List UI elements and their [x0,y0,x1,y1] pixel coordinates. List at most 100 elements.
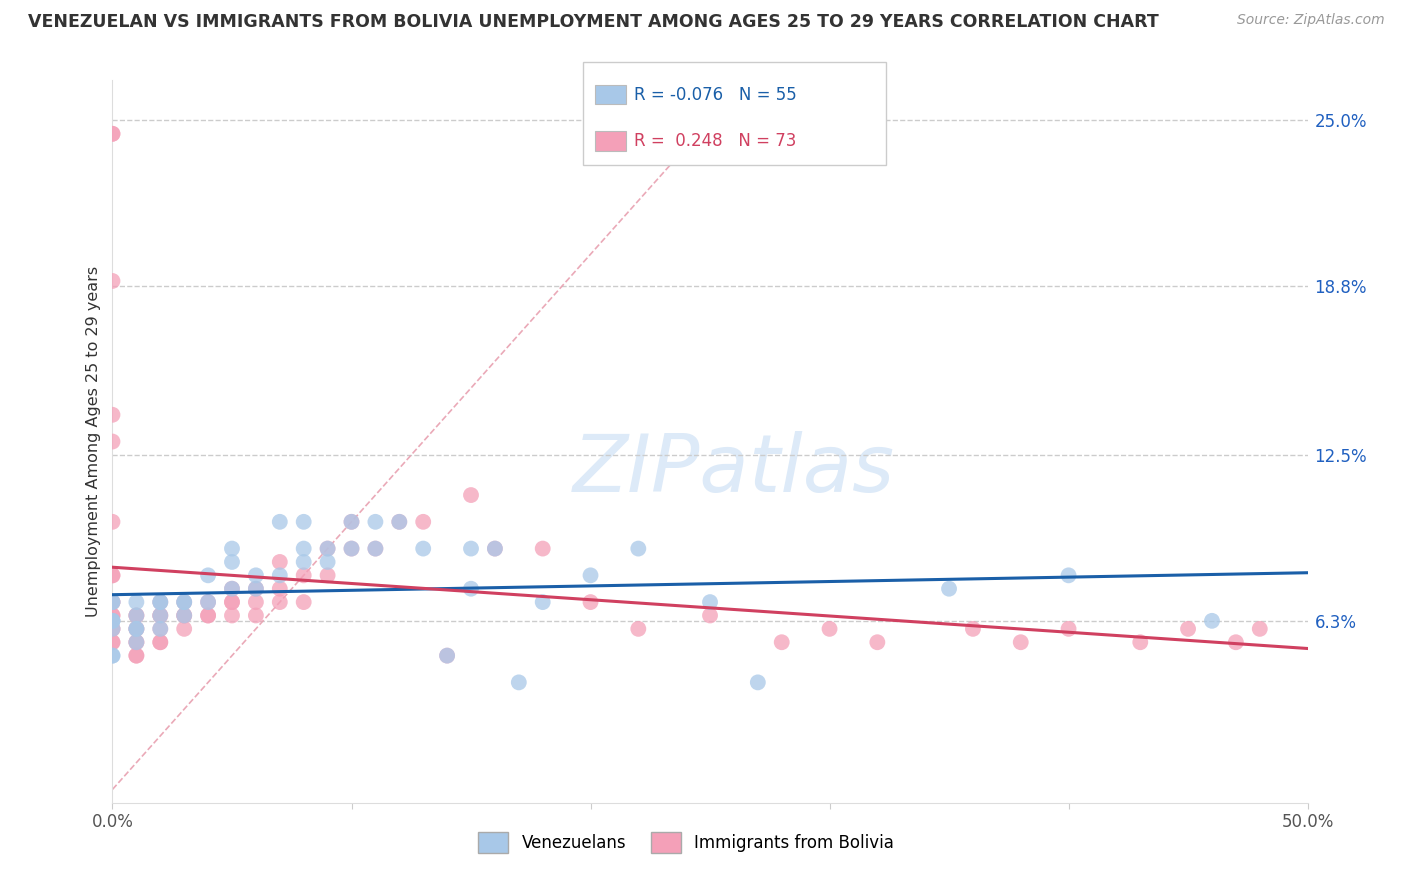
Text: Source: ZipAtlas.com: Source: ZipAtlas.com [1237,13,1385,28]
Point [364,541,387,556]
Point [149,608,172,623]
Point [149,595,172,609]
Point [460,541,482,556]
Point [962,622,984,636]
Point [101,127,124,141]
Point [938,582,960,596]
Point [699,608,721,623]
Point [149,622,172,636]
Point [125,635,148,649]
Point [173,608,195,623]
Point [221,541,243,556]
Point [245,582,267,596]
Point [340,541,363,556]
Point [101,622,124,636]
Point [101,608,124,623]
Point [364,541,387,556]
Point [173,608,195,623]
Point [292,515,315,529]
Point [316,541,339,556]
Point [125,635,148,649]
Point [269,582,291,596]
Point [292,541,315,556]
Point [149,622,172,636]
Point [125,608,148,623]
Point [747,675,769,690]
Point [292,568,315,582]
Point [245,608,267,623]
Point [101,595,124,609]
Point [125,622,148,636]
Point [460,488,482,502]
Point [125,608,148,623]
Point [221,555,243,569]
Point [1201,614,1223,628]
Point [125,622,148,636]
Point [101,408,124,422]
Point [364,515,387,529]
Point [197,595,219,609]
Point [149,635,172,649]
Point [245,568,267,582]
Point [579,595,602,609]
Point [627,622,650,636]
Point [173,622,195,636]
Point [149,595,172,609]
Point [197,568,219,582]
Point [101,568,124,582]
Point [412,541,434,556]
Point [101,127,124,141]
Point [101,614,124,628]
Point [221,595,243,609]
Point [197,608,219,623]
Point [245,582,267,596]
Point [101,595,124,609]
Point [101,614,124,628]
Point [484,541,506,556]
Point [101,568,124,582]
Point [173,608,195,623]
Point [269,515,291,529]
Point [101,622,124,636]
Point [340,515,363,529]
Point [173,595,195,609]
Point [531,541,554,556]
Point [149,635,172,649]
Point [101,648,124,663]
Point [316,568,339,582]
Point [269,555,291,569]
Text: ZIPatlas: ZIPatlas [572,432,896,509]
Point [269,595,291,609]
Point [388,515,411,529]
Point [125,622,148,636]
Point [125,648,148,663]
Point [125,648,148,663]
Point [412,515,434,529]
Point [484,541,506,556]
Point [101,608,124,623]
Point [125,635,148,649]
Point [340,515,363,529]
Point [197,595,219,609]
Point [221,582,243,596]
Point [1057,568,1080,582]
Point [221,595,243,609]
Point [101,515,124,529]
Point [388,515,411,529]
Point [149,608,172,623]
Point [316,541,339,556]
Point [125,622,148,636]
Point [1177,622,1199,636]
Point [149,595,172,609]
Point [101,635,124,649]
Text: R = -0.076   N = 55: R = -0.076 N = 55 [634,86,797,103]
Point [316,555,339,569]
Point [101,595,124,609]
Point [436,648,458,663]
Point [531,595,554,609]
Point [101,622,124,636]
Point [1225,635,1247,649]
Point [149,608,172,623]
Point [125,608,148,623]
Point [340,541,363,556]
